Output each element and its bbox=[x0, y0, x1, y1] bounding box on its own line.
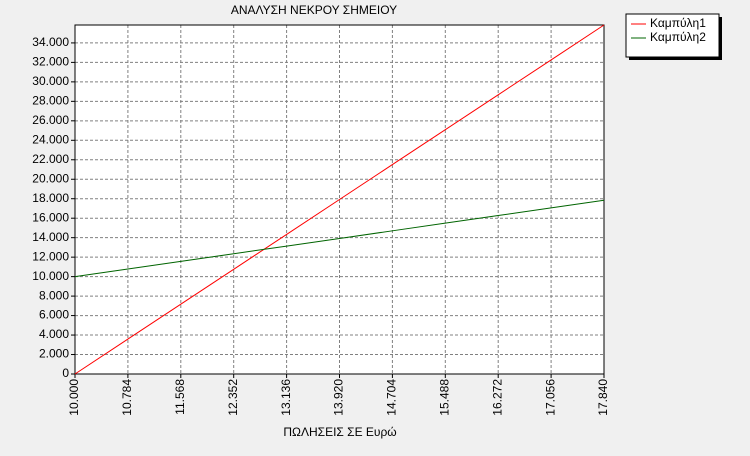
y-tick-label: 24.000 bbox=[32, 132, 69, 146]
x-tick-label: 13.136 bbox=[279, 379, 293, 416]
y-tick-label: 4.000 bbox=[39, 327, 69, 341]
legend-label: Καμπύλη1 bbox=[650, 16, 706, 30]
y-tick-label: 28.000 bbox=[32, 94, 69, 108]
series-line bbox=[74, 199, 605, 278]
y-tick-label: 10.000 bbox=[32, 269, 69, 283]
x-tick-label: 11.568 bbox=[173, 379, 187, 415]
x-tick-label: 15.488 bbox=[437, 379, 451, 416]
chart-title: ΑΝΑΛΥΣΗ ΝΕΚΡΟΥ ΣΗΜΕΙΟΥ bbox=[231, 3, 397, 17]
y-tick-label: 26.000 bbox=[32, 113, 69, 127]
y-tick-label: 22.000 bbox=[32, 152, 69, 166]
x-tick-label: 12.352 bbox=[226, 379, 240, 416]
legend-label: Καμπύλη2 bbox=[650, 30, 706, 44]
y-tick-label: 14.000 bbox=[32, 230, 69, 244]
series-line bbox=[74, 24, 605, 375]
y-tick-label: 20.000 bbox=[32, 171, 69, 185]
x-tick-label: 17.840 bbox=[596, 379, 610, 416]
y-tick-label: 2.000 bbox=[39, 347, 69, 361]
y-tick-label: 0 bbox=[62, 366, 69, 380]
y-tick-label: 30.000 bbox=[32, 74, 69, 88]
plot-border bbox=[74, 24, 605, 375]
x-tick-label: 10.000 bbox=[67, 379, 81, 416]
x-tick-label: 16.272 bbox=[490, 379, 504, 416]
x-tick-label: 17.056 bbox=[543, 379, 557, 416]
legend bbox=[625, 13, 720, 58]
y-tick-label: 34.000 bbox=[32, 35, 69, 49]
y-tick-label: 32.000 bbox=[32, 55, 69, 69]
x-tick-label: 13.920 bbox=[332, 379, 346, 416]
y-tick-label: 8.000 bbox=[39, 288, 69, 302]
y-tick-label: 12.000 bbox=[32, 249, 69, 263]
x-axis-label: ΠΩΛΗΣΕΙΣ ΣΕ Ευρώ bbox=[283, 425, 396, 439]
y-tick-label: 18.000 bbox=[32, 191, 69, 205]
x-tick-label: 14.704 bbox=[385, 379, 399, 416]
y-tick-label: 6.000 bbox=[39, 308, 69, 322]
y-tick-label: 16.000 bbox=[32, 210, 69, 224]
x-tick-label: 10.784 bbox=[120, 379, 134, 416]
